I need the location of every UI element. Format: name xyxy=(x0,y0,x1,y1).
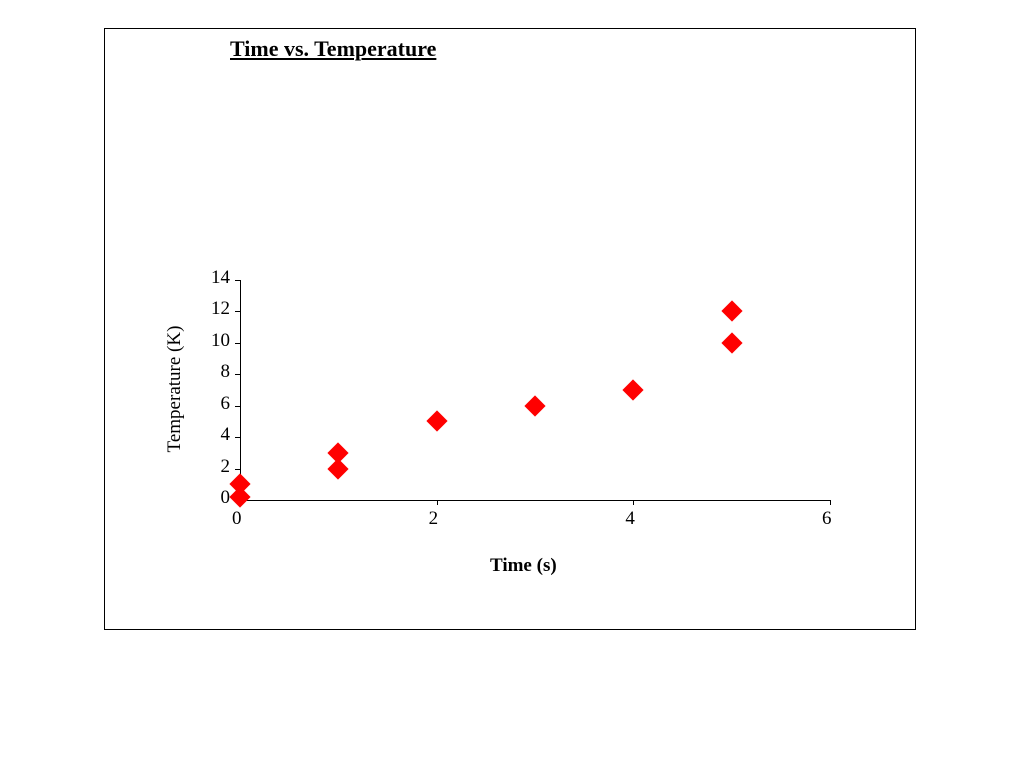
y-tick xyxy=(235,280,240,281)
y-tick-label: 2 xyxy=(221,456,231,478)
y-tick-label: 14 xyxy=(211,267,230,289)
x-tick-label: 4 xyxy=(625,508,635,530)
x-axis-label: Time (s) xyxy=(490,555,557,577)
y-tick xyxy=(235,437,240,438)
y-tick xyxy=(235,406,240,407)
y-tick-label: 6 xyxy=(221,393,231,415)
x-tick-label: 2 xyxy=(429,508,439,530)
x-axis xyxy=(240,500,830,501)
y-axis xyxy=(240,280,241,500)
x-tick xyxy=(830,500,831,505)
y-tick xyxy=(235,343,240,344)
x-tick xyxy=(633,500,634,505)
y-tick-label: 10 xyxy=(211,330,230,352)
y-tick-label: 12 xyxy=(211,298,230,320)
y-tick-label: 4 xyxy=(221,424,231,446)
chart-title: Time vs. Temperature xyxy=(230,36,436,62)
x-tick xyxy=(437,500,438,505)
y-axis-label: Temperature (K) xyxy=(164,289,186,489)
x-tick-label: 0 xyxy=(232,508,242,530)
y-tick xyxy=(235,469,240,470)
y-tick-label: 8 xyxy=(221,361,231,383)
y-tick-label: 0 xyxy=(221,487,231,509)
y-tick xyxy=(235,374,240,375)
x-tick-label: 6 xyxy=(822,508,832,530)
y-tick xyxy=(235,311,240,312)
